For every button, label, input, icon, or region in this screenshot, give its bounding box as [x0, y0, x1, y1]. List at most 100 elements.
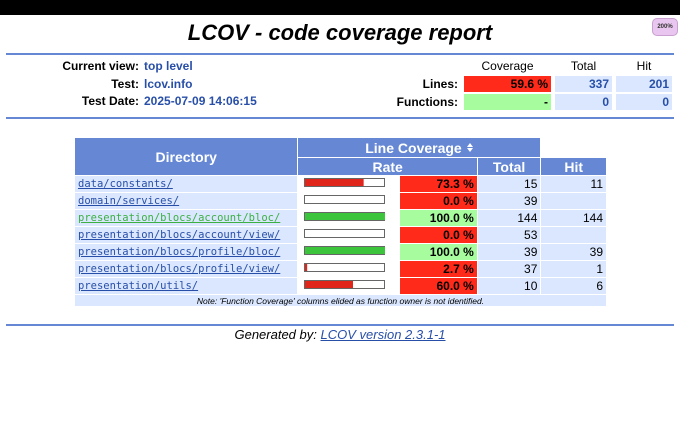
bar: [304, 280, 386, 289]
directory-cell: presentation/blocs/profile/bloc/: [75, 244, 298, 260]
table-row: presentation/blocs/profile/bloc/100.0 % 3…: [75, 244, 606, 260]
hit-cell: 1: [541, 261, 606, 277]
total-cell: 39: [477, 193, 541, 209]
hit-cell: [541, 227, 606, 243]
summary-coverage: -: [464, 93, 551, 110]
bar: [304, 229, 386, 238]
info-label: Test:: [111, 76, 139, 91]
directory-link[interactable]: presentation/blocs/profile/bloc/: [78, 246, 281, 258]
bar-fill: [305, 213, 386, 220]
rule: [6, 117, 674, 119]
directory-cell: data/constants/: [75, 176, 298, 192]
bar: [304, 195, 386, 204]
summary-column: Hit: [636, 59, 652, 73]
footer-link[interactable]: LCOV version 2.3.1-1: [320, 327, 446, 342]
rate-cell: 0.0 %: [399, 193, 477, 209]
summary-hit: 201: [616, 76, 672, 92]
total-cell: 10: [477, 278, 541, 294]
bar-cell: [298, 176, 399, 192]
rate-cell: 2.7 %: [399, 261, 477, 277]
rule: [6, 324, 674, 326]
header-rate: Rate: [298, 158, 477, 175]
bar-fill: [305, 264, 308, 271]
bar-cell: [298, 261, 399, 277]
directory-link[interactable]: presentation/blocs/account/bloc/: [78, 212, 281, 224]
total-cell: 53: [477, 227, 541, 243]
info-label: Test Date:: [81, 94, 139, 108]
directory-cell: presentation/blocs/account/view/: [75, 227, 298, 243]
footer-text: Generated by:: [234, 327, 317, 342]
top-bar: [0, 0, 680, 15]
directory-link[interactable]: data/constants/: [78, 178, 173, 190]
table-row: data/constants/73.3 % 15 11: [75, 176, 606, 192]
header-hit: Hit: [541, 158, 606, 175]
info-value: lcov.info: [144, 76, 193, 91]
summary-coverage: 59.6 %: [464, 76, 551, 92]
rate-cell: 100.0 %: [399, 210, 477, 226]
summary-label: Lines:: [422, 77, 458, 91]
summary-total: 0: [555, 93, 612, 110]
directory-cell: presentation/blocs/account/bloc/: [75, 210, 298, 226]
table-row: presentation/utils/60.0 % 10 6: [75, 278, 606, 294]
directory-link[interactable]: domain/services/: [78, 195, 180, 207]
summary-label: Functions:: [396, 94, 458, 109]
bar-frame: [304, 195, 386, 204]
bar-cell: [298, 210, 399, 226]
info-label: Current view:: [62, 59, 139, 73]
total-cell: 37: [477, 261, 541, 277]
table-row: presentation/blocs/profile/view/2.7 % 37 1: [75, 261, 606, 277]
bar: [304, 263, 386, 272]
summary-total: 337: [555, 76, 612, 92]
bar-frame: [304, 263, 386, 272]
summary-column: Coverage: [481, 59, 534, 73]
directory-table: Directory Line Coverage Rate Total Hit d…: [74, 137, 607, 307]
bar-fill: [305, 247, 386, 254]
table-row: domain/services/0.0 % 39: [75, 193, 606, 209]
directory-link[interactable]: presentation/blocs/account/view/: [78, 229, 281, 241]
rate-cell: 60.0 %: [399, 278, 477, 294]
header-line-coverage-text[interactable]: Line Coverage: [365, 139, 462, 156]
bar: [304, 246, 386, 255]
directory-link[interactable]: presentation/blocs/profile/view/: [78, 263, 281, 275]
info-value: top level: [144, 59, 193, 73]
note: Note: 'Function Coverage' columns elided…: [75, 295, 606, 306]
rule: [6, 53, 674, 55]
header-directory[interactable]: Directory: [75, 138, 298, 175]
bar-cell: [298, 227, 399, 243]
hit-cell: 11: [541, 176, 606, 192]
hit-cell: 39: [541, 244, 606, 260]
summary-hit: 0: [616, 93, 672, 110]
footer: Generated by: LCOV version 2.3.1-1: [0, 327, 680, 342]
header-total: Total: [477, 158, 541, 175]
directory-cell: presentation/blocs/profile/view/: [75, 261, 298, 277]
bar-cell: [298, 278, 399, 294]
sort-icon[interactable]: [466, 142, 474, 153]
table-row: presentation/blocs/account/view/0.0 % 53: [75, 227, 606, 243]
total-cell: 15: [477, 176, 541, 192]
directory-cell: domain/services/: [75, 193, 298, 209]
note-row: Note: 'Function Coverage' columns elided…: [75, 295, 606, 306]
summary-column: Total: [570, 59, 597, 73]
zoom-badge[interactable]: 200%: [652, 18, 678, 36]
bar: [304, 178, 386, 187]
hit-cell: 6: [541, 278, 606, 294]
total-cell: 39: [477, 244, 541, 260]
info-value: 2025-07-09 14:06:15: [144, 94, 257, 108]
bar-frame: [304, 229, 386, 238]
bar-fill: [305, 281, 354, 288]
directory-link[interactable]: presentation/utils/: [78, 280, 199, 292]
table-row: presentation/blocs/account/bloc/100.0 % 1…: [75, 210, 606, 226]
rate-cell: 100.0 %: [399, 244, 477, 260]
rate-cell: 73.3 %: [399, 176, 477, 192]
hit-cell: 144: [541, 210, 606, 226]
bar-fill: [305, 179, 365, 186]
bar: [304, 212, 386, 221]
bar-cell: [298, 244, 399, 260]
rate-cell: 0.0 %: [399, 227, 477, 243]
title: LCOV - code coverage report: [187, 20, 493, 45]
header-line-coverage[interactable]: Line Coverage: [298, 138, 541, 157]
bar-cell: [298, 193, 399, 209]
hit-cell: [541, 193, 606, 209]
total-cell: 144: [477, 210, 541, 226]
